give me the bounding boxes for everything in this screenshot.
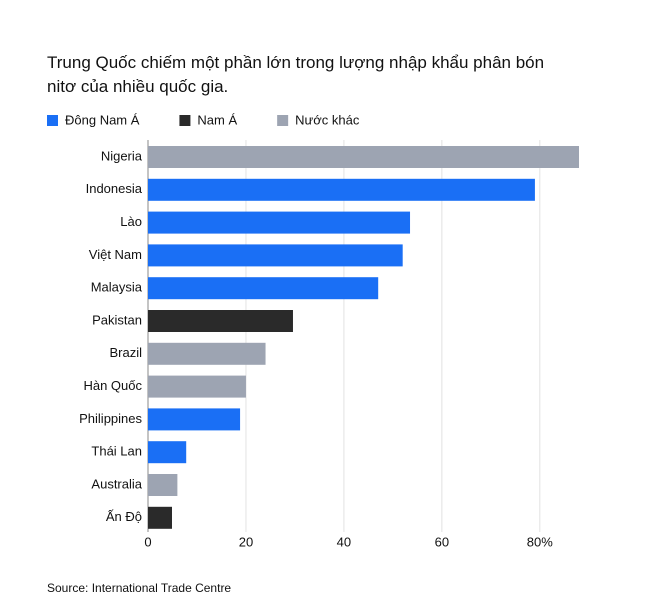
bar [148,506,172,529]
y-tick-label: Pakistan [92,312,142,327]
legend-label: Nam Á [197,112,237,127]
y-tick-label: Malaysia [91,280,143,295]
y-tick-label: Thái Lan [91,444,142,459]
x-tick-label: 80% [527,534,553,549]
chart-title: Trung Quốc chiếm một phần lớn trong lượn… [47,53,544,96]
y-tick-label: Nigeria [101,148,143,163]
y-tick-label: Brazil [109,345,142,360]
x-tick-label: 0 [144,534,151,549]
bar [148,178,535,201]
bar [148,310,293,332]
legend-label: Đông Nam Á [65,112,140,127]
bar [148,408,241,431]
x-tick-label: 20 [239,534,253,549]
bar [148,211,411,234]
y-tick-label: Australia [91,476,142,491]
legend-swatch [179,115,191,126]
y-tick-label: Việt Nam [89,247,142,262]
bar [148,441,187,464]
source: Source: International Trade Centre [47,581,231,595]
y-tick-label: Indonesia [86,181,143,196]
bar [148,342,266,365]
y-tick-label: Ấn Độ [106,509,142,524]
y-tick-label: Philippines [79,411,142,426]
bar [148,277,379,300]
x-tick-label: 40 [337,534,351,549]
legend-label: Nước khác [295,112,360,127]
x-tick-label: 60 [435,534,449,549]
legend-swatch [47,115,58,126]
y-tick-label: Lào [120,214,142,229]
bar [148,146,579,168]
bar [148,244,403,267]
legend-swatch [277,115,289,126]
bar [148,474,178,496]
y-tick-label: Hàn Quốc [83,378,142,393]
bar [148,375,246,398]
